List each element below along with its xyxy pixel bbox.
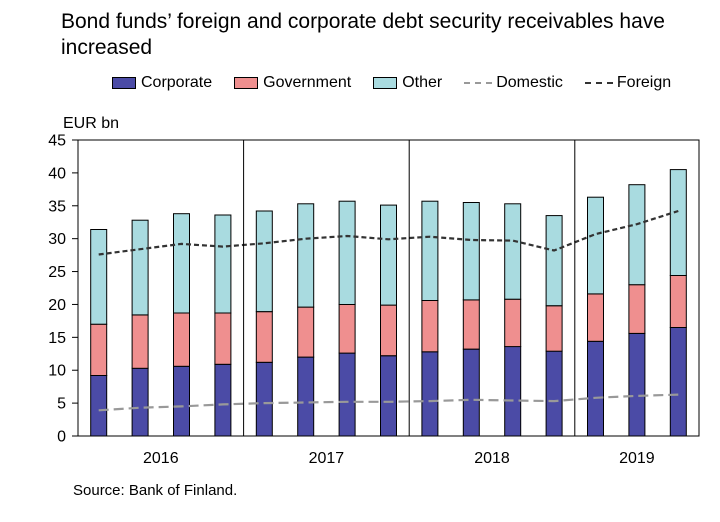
bar-government-7 [338,303,356,354]
bar-government-8 [380,304,397,357]
legend-swatch-other [373,77,398,89]
bar-other-6 [297,203,315,308]
x-tick-label-2019: 2019 [619,450,655,467]
bar-other-8 [380,204,397,306]
bar-corporate-9 [421,351,439,437]
legend-item-domestic: Domestic [464,74,563,92]
bar-government-1 [90,323,108,377]
bar-government-10 [462,299,480,350]
bar-other-15 [669,169,687,277]
bar-other-12 [545,215,563,307]
bar-other-14 [628,184,646,286]
bar-government-5 [255,311,273,363]
y-axis-unit-label: EUR bn [63,115,119,132]
bar-government-14 [628,284,646,334]
bar-other-2 [131,219,149,316]
y-tick-label-40: 40 [48,165,66,182]
y-tick-label-0: 0 [57,429,66,446]
bar-other-3 [173,213,190,314]
bar-corporate-14 [628,332,646,437]
chart-title: Bond funds’ foreign and corporate debt s… [61,10,665,59]
bar-corporate-6 [297,356,315,437]
legend-swatch-corporate [112,77,136,89]
y-tick-label-15: 15 [48,330,66,347]
legend-label-government: Government [263,74,352,91]
chart-legend: Corporate Government Other Domestic Fore… [112,73,671,93]
legend-label-foreign: Foreign [616,74,672,91]
axes-layer: 2016 2017 2018 2019 0 5 10 15 20 25 30 35 40 45 [48,133,700,467]
y-tick-label-35: 35 [48,198,66,215]
bar-corporate-10 [462,348,480,437]
x-tick-label-2016: 2016 [143,450,179,467]
bar-corporate-5 [255,361,273,437]
bar-government-15 [669,275,687,328]
bar-government-2 [131,314,149,369]
legend-label-other: Other [402,74,443,91]
bar-government-4 [214,312,232,365]
x-tick-label-2018: 2018 [474,450,510,467]
bar-other-7 [338,200,356,305]
legend-label-corporate: Corporate [141,74,213,91]
y-tick-label-30: 30 [48,231,66,248]
y-tick-label-45: 45 [48,133,66,150]
y-tick-label-20: 20 [48,297,66,314]
legend-line-foreign [584,82,613,84]
bar-corporate-7 [338,352,356,437]
bar-corporate-11 [504,346,522,437]
bar-government-13 [587,293,604,342]
bars-layer [90,169,687,437]
legend-item-other: Other [373,74,442,92]
bar-government-11 [504,298,522,348]
source-note: Source: Bank of Finland. [73,482,238,499]
bar-corporate-15 [669,327,687,437]
legend-label-domestic: Domestic [496,74,563,91]
bar-corporate-2 [131,367,149,437]
bar-other-13 [587,196,604,295]
line-domestic [98,393,679,412]
bar-other-10 [462,202,480,301]
y-tick-label-10: 10 [48,363,66,380]
bar-government-12 [545,305,563,352]
bar-other-9 [421,200,439,301]
bar-other-5 [255,210,273,313]
plot-frame [77,139,700,437]
bar-corporate-4 [214,363,232,437]
bar-government-3 [173,312,190,367]
legend-swatch-government [234,77,259,89]
legend-line-domestic [464,82,493,84]
y-tick-label-5: 5 [57,396,66,413]
bar-corporate-13 [587,340,604,437]
line-foreign [98,209,679,256]
bar-other-4 [214,214,232,314]
x-tick-label-2017: 2017 [309,450,345,467]
legend-item-government: Government [234,74,351,92]
bar-corporate-12 [545,350,563,437]
bar-other-11 [504,203,522,300]
lines-layer [98,209,679,412]
bar-corporate-8 [380,355,397,437]
bar-other-1 [90,229,108,325]
y-tick-label-25: 25 [48,264,66,281]
bar-corporate-1 [90,375,108,437]
bar-government-9 [421,300,439,353]
bar-corporate-3 [173,365,190,437]
bar-government-6 [297,306,315,358]
legend-item-foreign: Foreign [584,74,672,92]
legend-item-corporate: Corporate [112,74,212,92]
